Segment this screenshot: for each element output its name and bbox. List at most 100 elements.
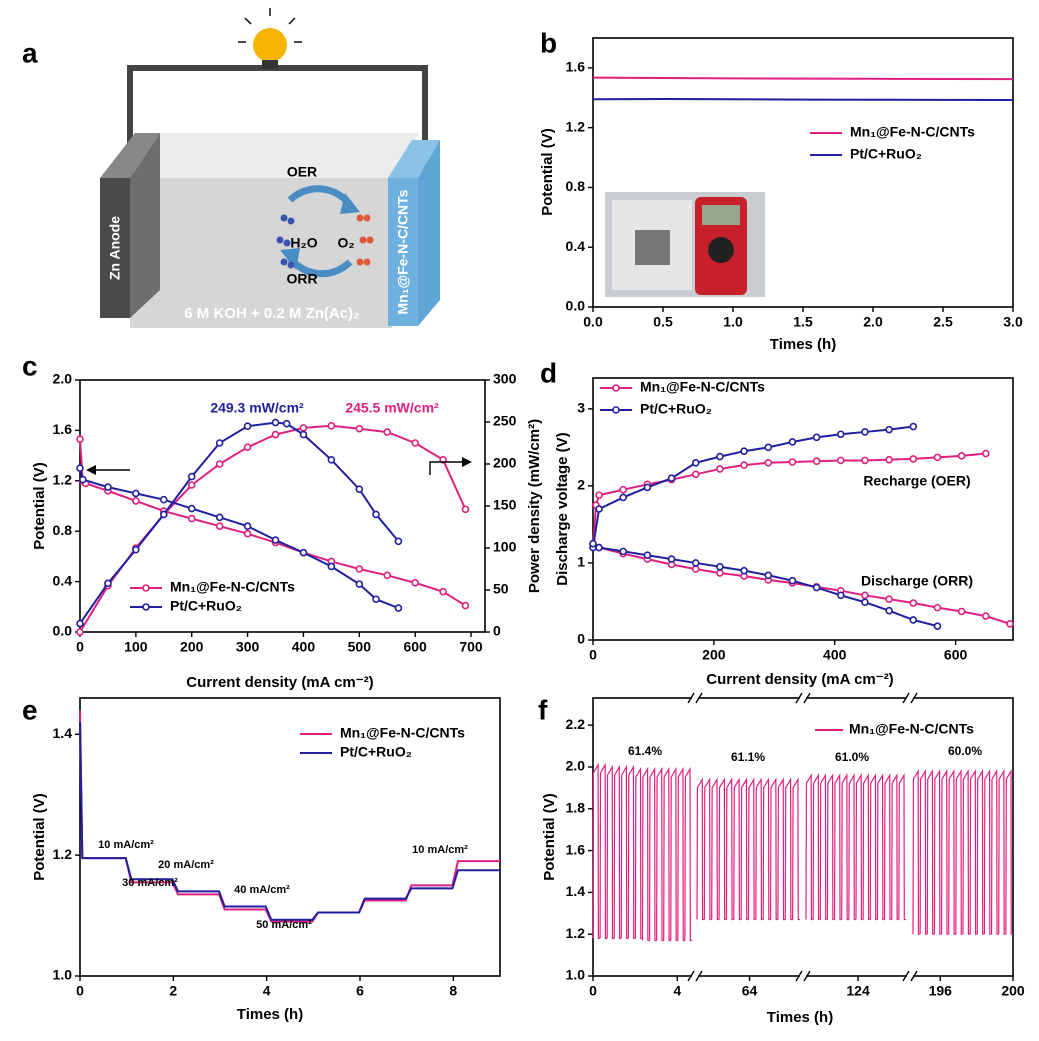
data-point — [667, 555, 676, 563]
cycle — [641, 766, 650, 942]
cycle — [670, 766, 678, 942]
data-point — [691, 458, 700, 467]
legend-label: Pt/C+RuO₂ — [170, 598, 242, 614]
data-point — [885, 606, 893, 615]
y-axis-title: Potential (V) — [541, 793, 558, 881]
cycle — [926, 768, 935, 935]
data-point — [836, 456, 845, 465]
cycle — [912, 768, 921, 935]
cycle — [862, 773, 871, 921]
schematic: a OER ORR H₂O O₂ Zn Anode Mn₁@Fe-N-C/CNT… — [22, 8, 440, 328]
x-tick-label: 6 — [356, 983, 364, 999]
x-tick-label: 8 — [449, 983, 457, 999]
anode-side — [130, 133, 160, 318]
data-point — [215, 522, 224, 530]
cycle — [812, 773, 821, 921]
x-tick-label: 3.0 — [1003, 314, 1023, 330]
data-point — [812, 433, 821, 442]
y-tick-label: 1.2 — [566, 118, 586, 134]
plot-frame — [592, 377, 1014, 641]
x-tick-label: 4 — [263, 983, 271, 999]
cycle — [620, 764, 629, 939]
data-line — [79, 722, 500, 921]
data-point — [595, 505, 603, 513]
data-point — [187, 514, 196, 523]
data-point — [836, 430, 845, 439]
data-point — [282, 419, 291, 428]
cycle — [725, 777, 734, 921]
annotation: 249.3 mW/cm² — [210, 400, 304, 416]
y-tick-label: 0.4 — [566, 238, 586, 254]
data-point — [215, 513, 224, 522]
efficiency-label: 60.0% — [948, 744, 982, 758]
data-point — [187, 481, 196, 489]
x-tick-label: 0 — [76, 639, 84, 655]
cathode-top — [388, 140, 440, 178]
data-point — [909, 422, 918, 431]
axis-break — [803, 970, 811, 982]
x-tick-label: 124 — [846, 983, 870, 999]
data-point — [885, 455, 893, 464]
data-point — [187, 472, 196, 481]
data-line — [79, 467, 399, 609]
cycle — [990, 768, 999, 935]
cycle — [833, 773, 842, 921]
data-point — [243, 522, 252, 530]
axis-break-gap — [907, 696, 913, 700]
x-axis-title: Current density (mA cm⁻²) — [706, 671, 893, 688]
y-tick-label: 300 — [493, 371, 517, 387]
data-line — [79, 424, 467, 633]
x-tick-label: 400 — [823, 647, 847, 663]
x-tick-label: 700 — [459, 639, 483, 655]
data-point — [159, 510, 168, 519]
data-point — [667, 474, 676, 482]
cycle — [983, 768, 992, 935]
cycle — [855, 773, 864, 921]
efficiency-label: 61.4% — [628, 744, 662, 758]
y-tick-label: 0.4 — [53, 572, 73, 588]
y-tick-label: 0.8 — [566, 178, 586, 194]
legend-label: Mn₁@Fe-N-C/CNTs — [850, 124, 975, 140]
bulb — [238, 8, 302, 69]
arrow — [429, 461, 466, 475]
anode-label: Zn Anode — [107, 216, 123, 280]
cycle — [955, 768, 963, 935]
axis-break — [687, 692, 695, 704]
legend-marker — [612, 406, 620, 414]
y2-axis-title: Power density (mW/cm²) — [526, 419, 543, 593]
cycle — [869, 773, 878, 921]
x-axis-title: Times (h) — [767, 1009, 833, 1026]
annotation: Discharge (ORR) — [861, 573, 973, 589]
data-point — [909, 455, 918, 463]
axis-break — [695, 970, 703, 982]
annotation: 40 mA/cm² — [234, 884, 290, 896]
data-point — [394, 537, 403, 546]
data-point — [383, 428, 392, 436]
data-point — [812, 457, 821, 466]
data-point — [933, 622, 942, 630]
legend-label: Pt/C+RuO₂ — [340, 744, 412, 760]
cycle — [733, 777, 742, 921]
cycle — [876, 773, 885, 921]
data-point — [788, 458, 797, 466]
arrow-head — [462, 457, 472, 467]
x-tick-label: 500 — [348, 639, 372, 655]
data-point — [788, 438, 797, 446]
annotation: 20 mA/cm² — [158, 859, 214, 871]
data-point — [909, 616, 918, 624]
data-point — [764, 571, 773, 580]
cycle — [826, 773, 835, 921]
data-point — [299, 424, 308, 432]
legend-marker — [142, 603, 150, 611]
data-point — [372, 595, 380, 604]
x-tick-label: 4 — [673, 983, 681, 999]
y-tick-label: 1.2 — [53, 846, 73, 862]
data-point — [933, 603, 942, 612]
panel-label: b — [540, 27, 557, 58]
water-label: H₂O — [290, 235, 317, 251]
x-tick-label: 100 — [124, 639, 148, 655]
cathode-side — [418, 140, 440, 326]
cycle — [819, 773, 828, 921]
data-point — [76, 464, 84, 473]
data-point — [861, 428, 869, 436]
